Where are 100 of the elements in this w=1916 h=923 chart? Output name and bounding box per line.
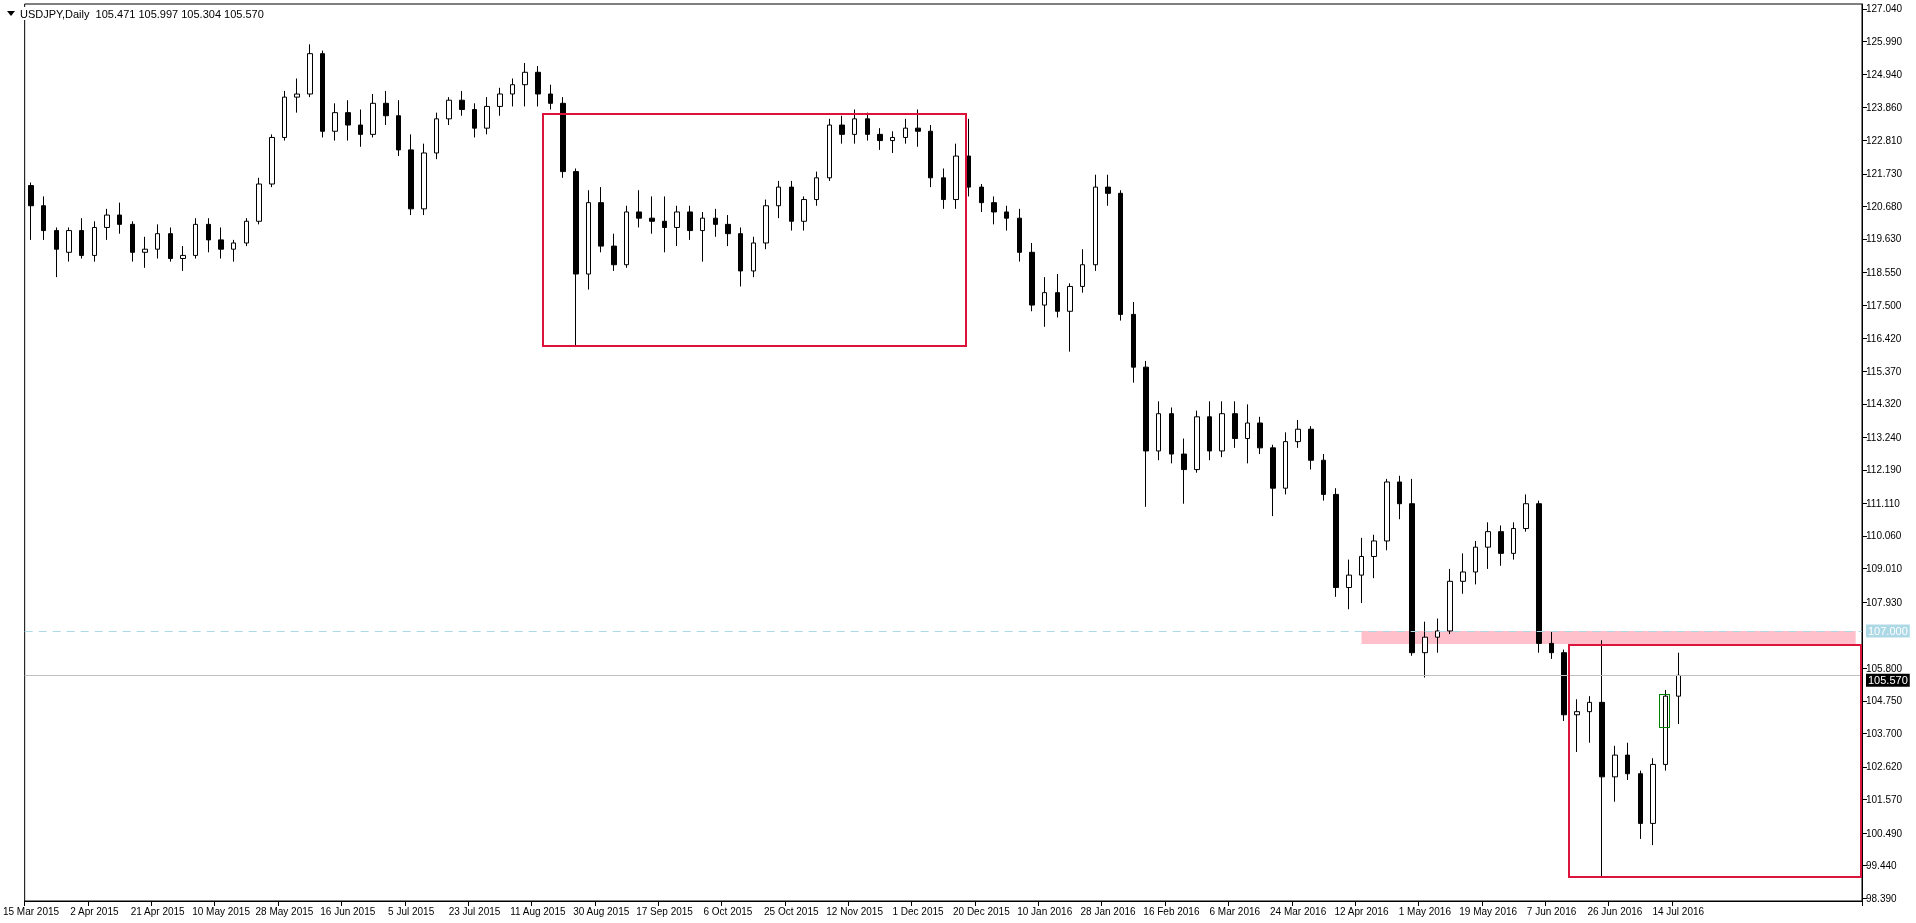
candlestick <box>320 50 325 138</box>
candlestick <box>117 202 122 235</box>
x-tick-label: 1 Dec 2015 <box>892 905 944 917</box>
candlestick <box>1549 630 1554 660</box>
y-tick-label: 118.550 <box>1866 266 1902 278</box>
candlestick <box>193 217 198 260</box>
y-tick-label: 111.110 <box>1866 497 1901 509</box>
candlestick <box>370 93 376 138</box>
x-tick-label: 6 Oct 2015 <box>703 905 753 917</box>
y-tick-label: 100.490 <box>1866 827 1903 839</box>
x-tick-label: 2 Apr 2015 <box>70 905 119 917</box>
candlestick <box>1447 568 1453 635</box>
candlestick <box>751 236 756 278</box>
candlestick <box>1143 360 1149 508</box>
candlestick <box>1321 453 1326 502</box>
candlestick <box>142 236 148 269</box>
y-tick-label: 120.680 <box>1866 200 1903 212</box>
candlestick <box>1257 416 1263 455</box>
x-tick-label: 5 Jul 2015 <box>388 905 435 917</box>
x-tick-label: 23 Jul 2015 <box>448 905 501 917</box>
x-tick-label: 12 Nov 2015 <box>826 905 884 917</box>
y-tick-label: 122.810 <box>1866 134 1903 146</box>
candlestick <box>28 181 34 241</box>
candlestick <box>231 239 236 263</box>
y-tick-label: 119.630 <box>1866 233 1902 245</box>
candlestick <box>1333 487 1339 598</box>
candlestick <box>522 62 528 107</box>
candlestick <box>1118 189 1123 322</box>
candlestick <box>1308 425 1314 471</box>
y-tick-label: 98.390 <box>1866 892 1898 904</box>
candlestick <box>1523 493 1529 533</box>
ref-line-label: 107.000 <box>1868 624 1908 637</box>
y-tick-label: 101.570 <box>1866 794 1903 806</box>
x-tick-label: 30 Aug 2015 <box>573 905 630 917</box>
candlestick <box>358 109 363 148</box>
candlestick <box>1105 174 1111 207</box>
candlestick <box>206 217 211 253</box>
candlestick <box>269 133 275 188</box>
y-tick-label: 107.930 <box>1866 596 1903 608</box>
candlestick <box>636 189 642 228</box>
candlestick <box>1587 695 1592 744</box>
x-tick-label: 19 May 2016 <box>1459 905 1518 917</box>
candlestick <box>1270 444 1276 517</box>
candlestick <box>789 180 794 232</box>
candlestick <box>674 205 680 247</box>
candlestick <box>1561 649 1567 722</box>
x-tick-label: 28 Jan 2016 <box>1080 905 1137 917</box>
candlestick <box>598 186 604 253</box>
candlestick <box>649 195 655 235</box>
candlestick <box>459 90 465 117</box>
candlestick <box>852 109 857 145</box>
candlestick <box>865 112 870 142</box>
candlestick <box>79 217 84 260</box>
candlestick <box>1346 559 1352 610</box>
y-tick-label: 116.420 <box>1866 333 1902 345</box>
candlestick <box>1295 419 1301 449</box>
candlestick <box>586 189 591 291</box>
candlestick <box>1093 174 1098 272</box>
candlestick <box>915 109 921 148</box>
candlestick <box>1219 400 1225 458</box>
ref-line-label: 105.570 <box>1868 674 1908 687</box>
y-tick-label: 115.370 <box>1866 365 1902 377</box>
candlestick <box>941 168 946 210</box>
candlestick <box>839 115 845 145</box>
y-tick-label: 104.750 <box>1866 695 1903 707</box>
y-tick-label: 125.990 <box>1866 36 1903 48</box>
x-tick-label: 20 Dec 2015 <box>952 905 1011 917</box>
x-tick-label: 10 May 2015 <box>192 905 251 917</box>
x-tick-label: 17 Sep 2015 <box>636 905 694 917</box>
x-tick-label: 6 Mar 2016 <box>1209 905 1261 917</box>
candlestick <box>383 90 389 126</box>
candlestick <box>1599 639 1605 879</box>
candlestick <box>624 205 629 269</box>
x-tick-label: 10 Jan 2016 <box>1017 905 1073 917</box>
candlestick <box>1245 403 1250 464</box>
y-tick-label: 117.500 <box>1866 299 1902 311</box>
candlestick <box>611 233 617 272</box>
candlestick <box>446 96 452 126</box>
candlestick <box>294 77 300 114</box>
candlestick <box>1080 248 1085 294</box>
candlestick <box>332 102 338 142</box>
y-tick-label: 127.040 <box>1866 3 1903 15</box>
candlestick <box>1359 537 1364 604</box>
y-tick-label: 123.860 <box>1866 102 1903 114</box>
candlestick <box>776 180 781 219</box>
x-tick-label: 16 Jun 2015 <box>320 905 376 917</box>
candlestick <box>662 195 667 253</box>
candlestick <box>1511 521 1516 561</box>
y-tick-label: 113.240 <box>1866 431 1902 443</box>
candlestick <box>1371 534 1377 579</box>
x-tick-label: 24 Mar 2016 <box>1270 905 1327 917</box>
candlestick <box>1435 618 1440 654</box>
candlestick <box>1422 621 1428 679</box>
candlestick <box>1574 698 1580 753</box>
candlestick <box>1029 242 1035 312</box>
candlestick <box>1638 770 1643 840</box>
candlestick <box>510 77 515 107</box>
candlestick <box>130 220 135 263</box>
candlestick <box>472 102 477 138</box>
candlestick <box>1169 406 1174 464</box>
